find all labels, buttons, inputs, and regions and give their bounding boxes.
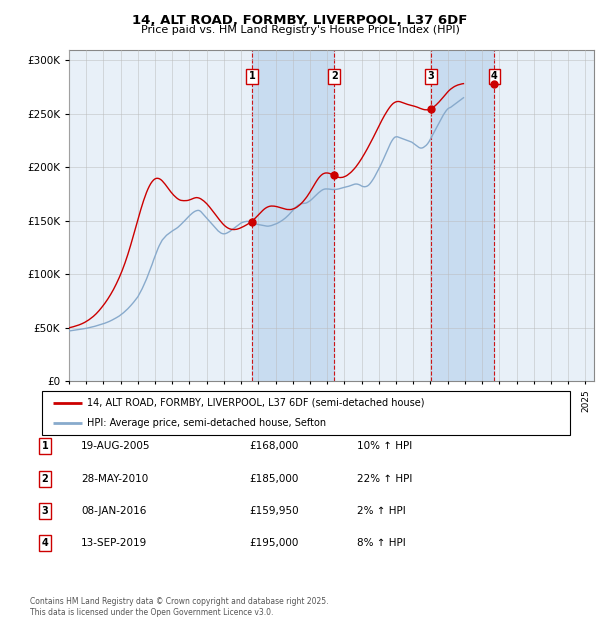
Text: 08-JAN-2016: 08-JAN-2016 — [81, 506, 146, 516]
Text: 1: 1 — [248, 71, 256, 81]
Text: 14, ALT ROAD, FORMBY, LIVERPOOL, L37 6DF (semi-detached house): 14, ALT ROAD, FORMBY, LIVERPOOL, L37 6DF… — [87, 397, 424, 408]
Text: 10% ↑ HPI: 10% ↑ HPI — [357, 441, 412, 451]
Text: 4: 4 — [41, 538, 49, 548]
Text: HPI: Average price, semi-detached house, Sefton: HPI: Average price, semi-detached house,… — [87, 418, 326, 428]
Text: Price paid vs. HM Land Registry's House Price Index (HPI): Price paid vs. HM Land Registry's House … — [140, 25, 460, 35]
Text: 1: 1 — [41, 441, 49, 451]
Text: 3: 3 — [41, 506, 49, 516]
Text: 19-AUG-2005: 19-AUG-2005 — [81, 441, 151, 451]
Text: 2: 2 — [41, 474, 49, 484]
Text: £159,950: £159,950 — [249, 506, 299, 516]
Text: £168,000: £168,000 — [249, 441, 298, 451]
Text: Contains HM Land Registry data © Crown copyright and database right 2025.
This d: Contains HM Land Registry data © Crown c… — [30, 598, 329, 617]
Text: 13-SEP-2019: 13-SEP-2019 — [81, 538, 147, 548]
Text: £185,000: £185,000 — [249, 474, 298, 484]
Text: 8% ↑ HPI: 8% ↑ HPI — [357, 538, 406, 548]
Text: 4: 4 — [491, 71, 498, 81]
Bar — [431, 50, 494, 381]
Bar — [252, 50, 334, 381]
Text: 3: 3 — [428, 71, 434, 81]
Text: 28-MAY-2010: 28-MAY-2010 — [81, 474, 148, 484]
Text: £195,000: £195,000 — [249, 538, 298, 548]
Text: 22% ↑ HPI: 22% ↑ HPI — [357, 474, 412, 484]
Text: 14, ALT ROAD, FORMBY, LIVERPOOL, L37 6DF: 14, ALT ROAD, FORMBY, LIVERPOOL, L37 6DF — [133, 14, 467, 27]
Text: 2: 2 — [331, 71, 338, 81]
Text: 2% ↑ HPI: 2% ↑ HPI — [357, 506, 406, 516]
